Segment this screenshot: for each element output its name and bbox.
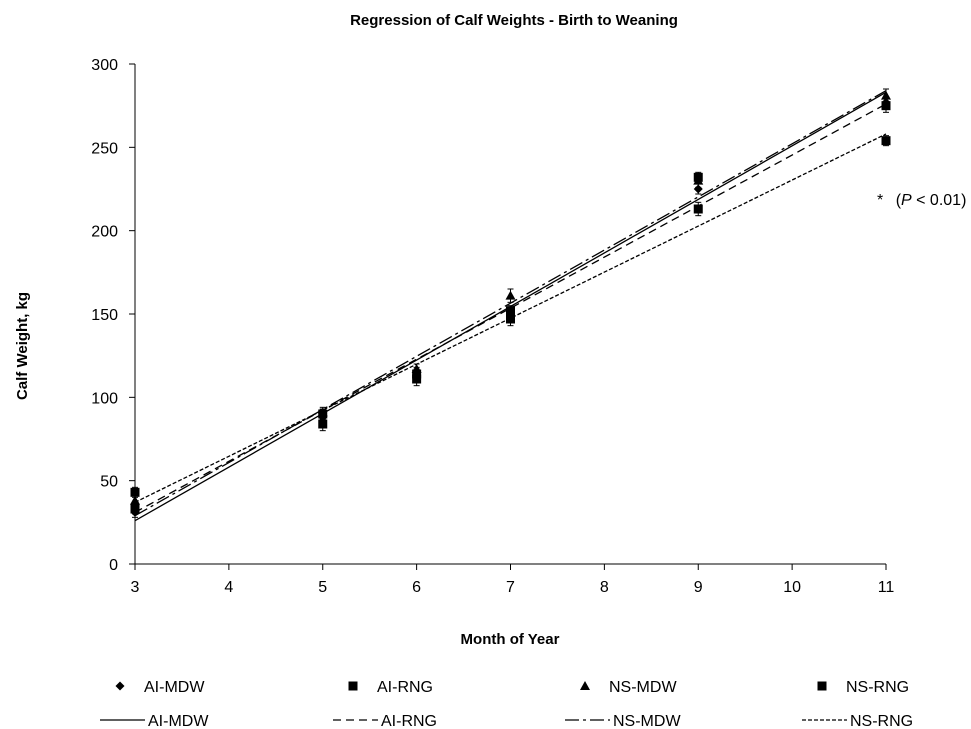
x-tick-label: 8 (600, 579, 609, 596)
y-tick-label: 200 (91, 224, 118, 241)
y-tick-label: 300 (91, 57, 118, 74)
data-point-ai-rng (130, 504, 140, 514)
data-point-ai-rng (318, 419, 328, 429)
trendline-ns-mdw (134, 90, 887, 517)
legend-label-ns-rng: NS-RNG (846, 679, 909, 696)
x-tick-label: 3 (131, 579, 140, 596)
trendline-ns-rng (134, 133, 887, 503)
legend-line-label-ai-rng: AI-RNG (381, 713, 437, 729)
legend-marker-ai-mdw (115, 681, 125, 691)
legend: AI-MDW AI-RNG NS-MDW NS-RNG AI-MDW AI-RNG NS-M… (100, 679, 913, 729)
significance-open-paren: ( (896, 192, 902, 209)
legend-label-ai-mdw: AI-MDW (144, 679, 205, 696)
x-tick-label: 10 (783, 579, 801, 596)
significance-p: P (901, 192, 912, 209)
legend-marker-ns-mdw (580, 681, 590, 690)
significance-note: * (P < 0.01) (877, 192, 966, 209)
legend-label-ns-mdw: NS-MDW (609, 679, 677, 696)
legend-line-label-ns-rng: NS-RNG (850, 713, 913, 729)
x-tick-label: 11 (878, 579, 895, 596)
chart-title: Regression of Calf Weights - Birth to We… (350, 12, 678, 29)
data-point-ns-rng (130, 487, 140, 497)
x-tick-label: 9 (694, 579, 703, 596)
data-markers (130, 90, 891, 517)
x-tick-label: 5 (318, 579, 327, 596)
y-tick-label: 50 (100, 474, 118, 491)
data-point-ns-rng (693, 172, 703, 182)
data-point-ns-rng (318, 409, 328, 419)
axes: 0 50 100 150 200 250 300 3 4 5 6 7 8 9 10 11 (91, 57, 894, 596)
legend-label-ai-rng: AI-RNG (377, 679, 433, 696)
data-point-ns-mdw (505, 290, 516, 300)
y-tick-label: 150 (91, 307, 118, 324)
y-tick-label: 250 (91, 140, 118, 157)
y-tick-label: 100 (91, 390, 118, 407)
data-point-ns-rng (506, 306, 515, 316)
legend-marker-ai-rng (348, 681, 358, 691)
y-axis-title: Calf Weight, kg (14, 292, 31, 400)
data-point-ns-rng (412, 369, 422, 379)
legend-line-label-ai-mdw: AI-MDW (148, 713, 209, 729)
data-point-ns-rng (881, 136, 891, 146)
data-point-ai-rng (881, 101, 891, 111)
data-point-ai-rng (412, 374, 422, 384)
data-point-ai-rng (506, 314, 515, 324)
significance-threshold: < 0.01) (912, 192, 967, 209)
legend-line-label-ns-mdw: NS-MDW (613, 713, 681, 729)
data-point-ns-mdw (881, 90, 891, 100)
data-point-ai-mdw (693, 184, 703, 194)
x-tick-label: 4 (224, 579, 233, 596)
x-tick-label: 6 (412, 579, 421, 596)
x-axis-title: Month of Year (461, 631, 560, 648)
legend-marker-ns-rng (817, 681, 827, 691)
data-point-ai-rng (693, 204, 703, 214)
significance-star: * (877, 192, 883, 209)
x-tick-label: 7 (506, 579, 515, 596)
data-point-ns-mdw (130, 495, 140, 505)
y-tick-label: 0 (109, 557, 118, 574)
